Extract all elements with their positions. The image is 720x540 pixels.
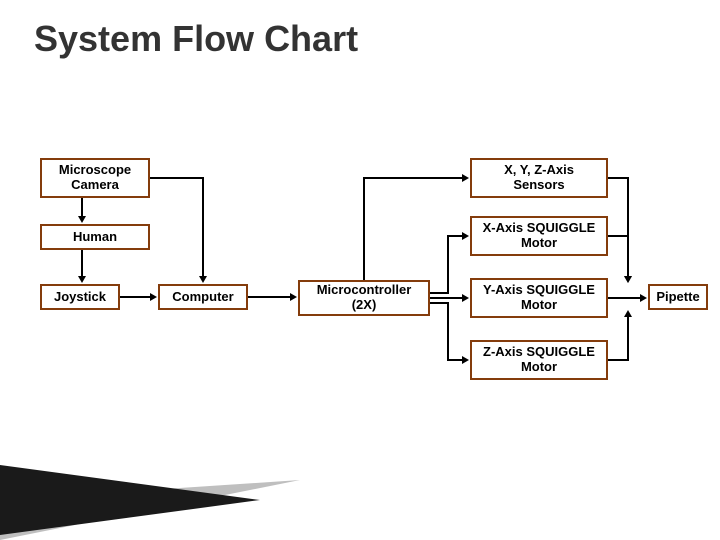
arrowhead-sensors-to-pipette (624, 276, 632, 283)
node-y-motor: Y-Axis SQUIGGLE Motor (470, 278, 608, 318)
arrowhead-computer-to-micro (290, 293, 297, 301)
node-human: Human (40, 224, 150, 250)
node-z-motor: Z-Axis SQUIGGLE Motor (470, 340, 608, 380)
node-label: X, Y, Z-Axis Sensors (504, 163, 574, 193)
edge-micro-to-zmotor (430, 303, 462, 360)
node-computer: Computer (158, 284, 248, 310)
arrowhead-zmotor-to-pipette (624, 310, 632, 317)
edge-xmotor-to-pipette (608, 236, 628, 276)
arrowhead-ymotor-to-pipette (640, 294, 647, 302)
node-x-motor: X-Axis SQUIGGLE Motor (470, 216, 608, 256)
edge-sensors-to-pipette (608, 178, 628, 276)
decor-dark-wedge (0, 465, 260, 535)
node-label: Joystick (54, 290, 106, 305)
edge-micro-to-sensors (364, 178, 462, 280)
arrows-layer (0, 0, 720, 540)
node-label: X-Axis SQUIGGLE Motor (483, 221, 596, 251)
node-microscope-camera: Microscope Camera (40, 158, 150, 198)
edge-camera-to-computer (150, 178, 203, 276)
edge-zmotor-to-pipette (608, 317, 628, 360)
node-pipette: Pipette (648, 284, 708, 310)
arrowhead-camera-to-computer (199, 276, 207, 283)
arrowhead-camera-to-human (78, 216, 86, 223)
node-label: Microscope Camera (59, 163, 131, 193)
node-joystick: Joystick (40, 284, 120, 310)
arrowhead-joystick-to-computer (150, 293, 157, 301)
arrowhead-human-to-joystick (78, 276, 86, 283)
decor-gray-wedge (0, 480, 300, 540)
arrowhead-micro-to-ymotor (462, 294, 469, 302)
node-microcontroller: Microcontroller (2X) (298, 280, 430, 316)
edge-micro-to-xmotor (430, 236, 462, 293)
node-label: Y-Axis SQUIGGLE Motor (483, 283, 595, 313)
page-title: System Flow Chart (34, 18, 358, 60)
slide-decor (0, 0, 720, 540)
node-label: Z-Axis SQUIGGLE Motor (483, 345, 595, 375)
arrowhead-micro-to-zmotor (462, 356, 469, 364)
arrowhead-micro-to-sensors (462, 174, 469, 182)
node-label: Computer (172, 290, 233, 305)
node-label: Human (73, 230, 117, 245)
node-sensors: X, Y, Z-Axis Sensors (470, 158, 608, 198)
node-label: Pipette (656, 290, 699, 305)
arrowhead-xmotor-to-pipette (624, 276, 632, 283)
arrowhead-micro-to-xmotor (462, 232, 469, 240)
node-label: Microcontroller (2X) (317, 283, 412, 313)
